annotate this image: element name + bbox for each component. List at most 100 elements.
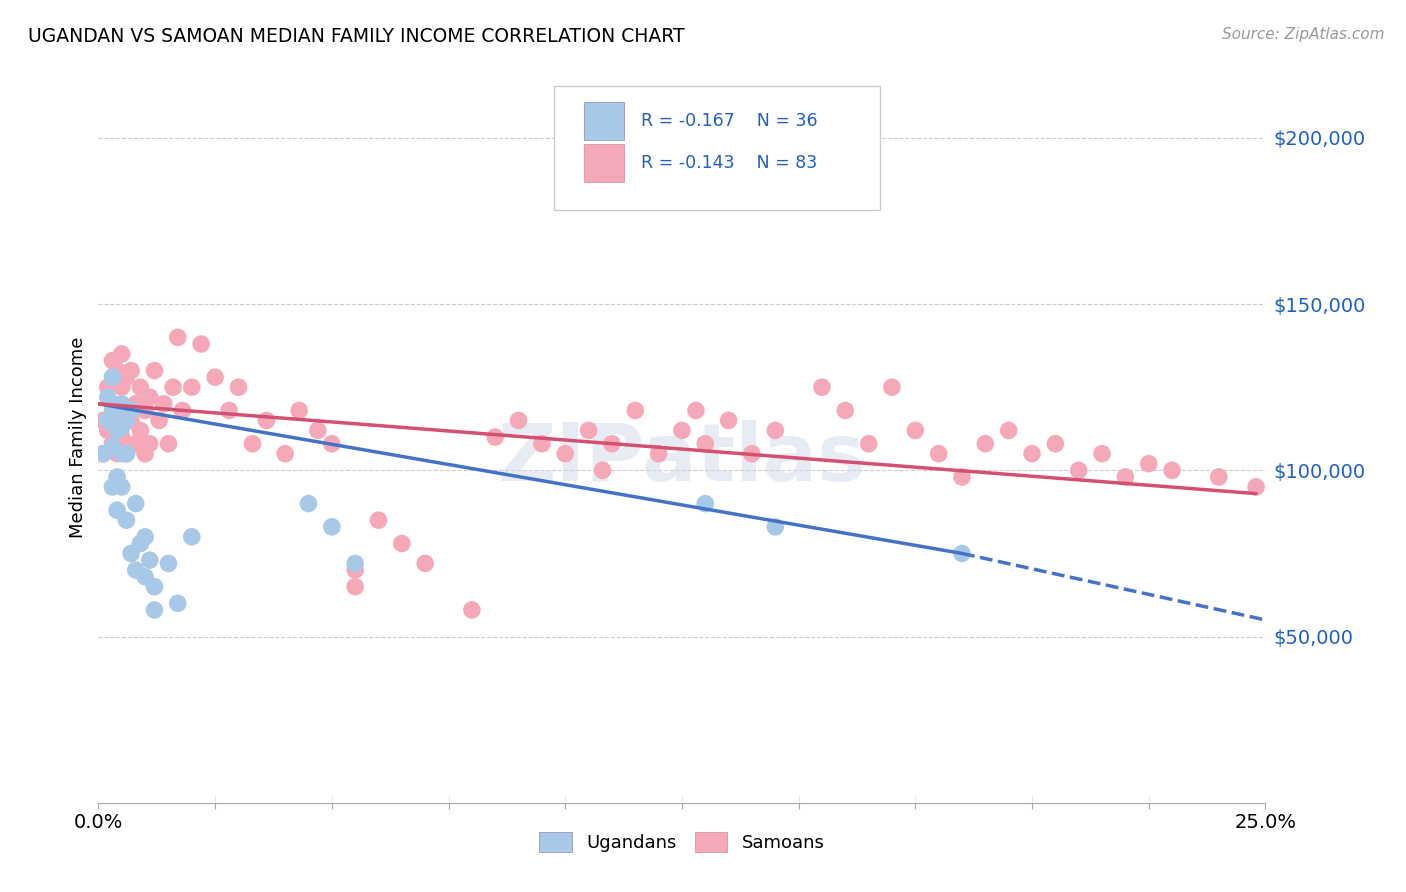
Point — [763, 520, 786, 534]
Point — [695, 436, 717, 450]
Point — [101, 397, 124, 411]
Point — [139, 436, 162, 450]
Point — [166, 330, 188, 344]
Point — [904, 424, 927, 438]
Point — [1091, 447, 1114, 461]
Point — [134, 570, 156, 584]
Point — [307, 424, 329, 438]
Point — [974, 436, 997, 450]
Point — [111, 397, 134, 411]
Text: R = -0.167    N = 36: R = -0.167 N = 36 — [641, 112, 818, 130]
Point — [928, 447, 950, 461]
FancyBboxPatch shape — [583, 102, 624, 140]
Point — [671, 424, 693, 438]
Point — [484, 430, 506, 444]
Point — [120, 363, 142, 377]
Point — [1067, 463, 1090, 477]
Point — [111, 420, 134, 434]
Point — [344, 557, 367, 571]
Point — [97, 424, 120, 438]
Point — [152, 397, 174, 411]
Point — [129, 536, 152, 550]
FancyBboxPatch shape — [583, 144, 624, 182]
Point — [143, 603, 166, 617]
Point — [228, 380, 250, 394]
Y-axis label: Median Family Income: Median Family Income — [69, 336, 87, 538]
Point — [125, 436, 148, 450]
Point — [115, 513, 138, 527]
Point — [717, 413, 740, 427]
Point — [858, 436, 880, 450]
Point — [834, 403, 856, 417]
Legend: Ugandans, Samoans: Ugandans, Samoans — [531, 824, 832, 860]
Point — [134, 530, 156, 544]
Point — [105, 403, 128, 417]
Point — [134, 403, 156, 417]
Point — [880, 380, 903, 394]
Point — [763, 424, 786, 438]
Point — [91, 413, 114, 427]
Point — [157, 557, 180, 571]
Point — [218, 403, 240, 417]
Point — [115, 447, 138, 461]
Point — [101, 436, 124, 450]
Point — [111, 347, 134, 361]
Point — [115, 370, 138, 384]
Point — [115, 403, 138, 417]
Point — [129, 380, 152, 394]
Point — [120, 403, 142, 417]
Point — [997, 424, 1019, 438]
Point — [101, 370, 124, 384]
Point — [180, 380, 202, 394]
Point — [101, 480, 124, 494]
Point — [105, 363, 128, 377]
Point — [125, 397, 148, 411]
Point — [157, 436, 180, 450]
Point — [950, 546, 973, 560]
Point — [101, 403, 124, 417]
Point — [111, 447, 134, 461]
Point — [125, 563, 148, 577]
Point — [111, 430, 134, 444]
Point — [143, 580, 166, 594]
Point — [105, 470, 128, 484]
Point — [97, 390, 120, 404]
Point — [166, 596, 188, 610]
Point — [274, 447, 297, 461]
Point — [950, 470, 973, 484]
Point — [172, 403, 194, 417]
Point — [125, 497, 148, 511]
Point — [685, 403, 707, 417]
Point — [1161, 463, 1184, 477]
Point — [1021, 447, 1043, 461]
Point — [461, 603, 484, 617]
Point — [624, 403, 647, 417]
Text: Source: ZipAtlas.com: Source: ZipAtlas.com — [1222, 27, 1385, 42]
Point — [1244, 480, 1267, 494]
Point — [321, 520, 343, 534]
Point — [1114, 470, 1136, 484]
Point — [139, 390, 162, 404]
Point — [413, 557, 436, 571]
Point — [143, 363, 166, 377]
Point — [91, 447, 114, 461]
Point — [647, 447, 669, 461]
Point — [105, 503, 128, 517]
Point — [811, 380, 834, 394]
Point — [297, 497, 319, 511]
Text: ZIPatlas: ZIPatlas — [498, 420, 866, 498]
Point — [101, 440, 124, 454]
Point — [344, 563, 367, 577]
Point — [101, 353, 124, 368]
Text: R = -0.143    N = 83: R = -0.143 N = 83 — [641, 153, 817, 172]
Point — [180, 530, 202, 544]
Point — [139, 553, 162, 567]
Point — [578, 424, 600, 438]
Text: UGANDAN VS SAMOAN MEDIAN FAMILY INCOME CORRELATION CHART: UGANDAN VS SAMOAN MEDIAN FAMILY INCOME C… — [28, 27, 685, 45]
Point — [1137, 457, 1160, 471]
Point — [111, 480, 134, 494]
Point — [134, 447, 156, 461]
Point — [190, 337, 212, 351]
Point — [111, 380, 134, 394]
Point — [97, 380, 120, 394]
